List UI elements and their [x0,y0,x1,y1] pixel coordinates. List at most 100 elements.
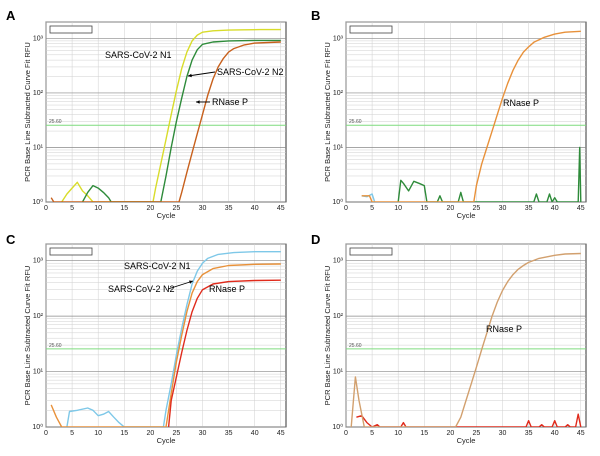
series-line-trace-1 [397,146,582,202]
x-tick-label: 25 [173,205,181,212]
x-tick-label: 15 [420,430,428,437]
legend-box [49,25,93,34]
annotation-label: RNase P [212,97,248,107]
x-tick-label: 0 [44,430,48,437]
series-line-rnase-p [350,252,581,427]
annotation-arrow-head [189,280,193,284]
x-tick-label: 25 [473,205,481,212]
series-line-sars-cov-2-n2 [50,263,281,427]
y-axis-title: PCR Base Line Subtracted Curve Fit RFU [323,266,332,406]
x-tick-label: 10 [394,205,402,212]
x-tick-label: 10 [394,430,402,437]
x-tick-label: 5 [370,205,374,212]
x-tick-label: 35 [525,430,533,437]
x-tick-label: 25 [173,430,181,437]
x-tick-label: 0 [344,430,348,437]
threshold-label: 25.60 [349,119,362,125]
x-axis-title: Cycle [157,211,176,220]
x-tick-label: 35 [225,205,233,212]
y-axis-title: PCR Base Line Subtracted Curve Fit RFU [23,42,32,182]
y-tick-label: 10³ [33,35,44,42]
annotation-arrow-shaft [187,71,216,77]
x-tick-label: 0 [344,205,348,212]
y-tick-label: 10² [33,313,44,320]
panel-d: D 25.60 0 5 10 15 20 25 30 35 40 45 10⁰ 10¹ 10² 10³ Cycl… [311,232,587,445]
y-tick-label: 10¹ [333,369,344,376]
y-tick-label: 10⁰ [32,423,43,431]
x-tick-label: 30 [499,430,507,437]
y-tick-label: 10² [333,313,344,320]
plot-area [345,21,587,203]
y-tick-label: 10² [333,90,344,97]
x-tick-label: 5 [70,430,74,437]
x-tick-label: 40 [251,205,259,212]
x-tick-label: 30 [199,430,207,437]
annotation-label: SARS-CoV-2 N2 [108,284,175,294]
series-line-sars-cov-2-n1 [66,250,281,427]
annotation-label: SARS-CoV-2 N2 [217,67,284,77]
y-axis-title: PCR Base Line Subtracted Curve Fit RFU [323,42,332,182]
series-line-rnase-p [50,41,281,202]
panel-a: A 25.60 0 5 10 15 20 25 30 35 40 45 10⁰ 10¹ 10² 10³ Cycl… [6,8,287,220]
annotation-label: RNase P [486,324,522,334]
y-tick-label: 10⁰ [332,423,343,431]
y-tick-label: 10² [33,90,44,97]
panel-b: B 25.60 0 5 10 15 20 25 30 35 40 45 10⁰ 10¹ 10² 10³ Cycl… [311,8,587,220]
x-tick-label: 15 [120,205,128,212]
x-tick-label: 45 [577,205,585,212]
y-tick-label: 10⁰ [32,198,43,206]
x-tick-label: 30 [199,205,207,212]
panel-letter: C [6,232,16,247]
annotation-arrow-head [188,73,192,78]
x-tick-label: 10 [94,205,102,212]
threshold-label: 25.60 [49,343,62,349]
x-tick-label: 5 [70,205,74,212]
x-tick-label: 30 [499,205,507,212]
panel-letter: B [311,8,320,23]
x-tick-label: 15 [120,430,128,437]
x-tick-label: 40 [551,430,559,437]
plot-area [45,243,287,428]
plot-area [45,21,287,203]
series-line-trace-0 [356,413,582,427]
x-tick-label: 20 [146,205,154,212]
x-tick-label: 45 [277,430,285,437]
x-tick-label: 5 [370,430,374,437]
series-line-sars-cov-2-n2 [81,39,281,202]
x-tick-label: 20 [446,205,454,212]
panel-c: C 25.60 0 5 10 15 20 25 30 35 40 45 10⁰ 10¹ 10² 10³ Cycl… [6,232,287,445]
annotation-arrow-shaft [167,280,194,290]
y-tick-label: 10³ [33,258,44,265]
x-tick-label: 45 [577,430,585,437]
x-axis-title: Cycle [157,436,176,445]
y-tick-label: 10¹ [333,144,344,151]
x-tick-label: 35 [225,430,233,437]
x-tick-label: 0 [44,205,48,212]
series-line-rnase-p [167,279,281,427]
y-tick-label: 10⁰ [332,198,343,206]
annotation-label: SARS-CoV-2 N1 [105,50,172,60]
annotation-label: RNase P [209,284,245,294]
legend-box [49,247,93,256]
annotation-arrow-head [196,100,200,104]
x-axis-title: Cycle [457,211,476,220]
x-tick-label: 20 [146,430,154,437]
x-tick-label: 35 [525,205,533,212]
y-tick-label: 10³ [333,258,344,265]
annotation-label: SARS-CoV-2 N1 [124,261,191,271]
y-tick-label: 10¹ [33,144,44,151]
threshold-label: 25.60 [49,119,62,125]
panel-letter: D [311,232,320,247]
x-axis-title: Cycle [457,436,476,445]
x-tick-label: 10 [94,430,102,437]
x-tick-label: 20 [446,430,454,437]
panel-letter: A [6,8,16,23]
x-tick-label: 40 [251,430,259,437]
legend-box [349,25,393,34]
series-line-sars-cov-2-n1 [61,28,281,202]
x-tick-label: 25 [473,430,481,437]
threshold-label: 25.60 [349,343,362,349]
y-tick-label: 10³ [333,35,344,42]
series-line-rnase-p [361,30,581,202]
